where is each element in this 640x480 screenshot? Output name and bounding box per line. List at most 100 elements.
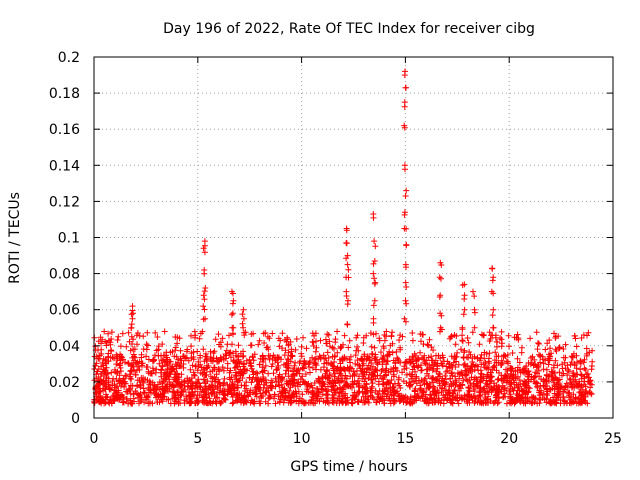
data-point <box>448 399 455 406</box>
data-point <box>172 392 179 399</box>
data-point <box>143 341 150 348</box>
data-point <box>211 378 218 385</box>
data-point <box>396 337 403 344</box>
data-point <box>431 361 438 368</box>
data-point <box>419 354 425 361</box>
data-point <box>185 392 192 399</box>
data-point <box>132 388 139 395</box>
x-axis-label: GPS time / hours <box>290 459 407 475</box>
data-point <box>137 398 144 405</box>
data-point <box>331 345 337 352</box>
data-point <box>107 396 114 403</box>
data-point <box>555 377 562 384</box>
data-point <box>238 382 245 389</box>
data-point <box>324 366 331 373</box>
data-point <box>300 398 307 405</box>
data-point <box>320 352 327 359</box>
data-point <box>570 370 577 377</box>
data-point <box>489 265 496 272</box>
data-point <box>417 395 424 402</box>
data-point <box>459 381 466 388</box>
data-point <box>355 384 362 390</box>
data-point <box>376 337 383 344</box>
data-point <box>580 359 587 366</box>
data-point <box>360 340 367 346</box>
data-point <box>214 385 221 392</box>
data-point <box>489 312 496 319</box>
data-point <box>113 370 120 377</box>
data-point <box>509 373 516 380</box>
data-point <box>343 293 350 299</box>
data-point <box>140 385 147 392</box>
data-point <box>298 343 305 350</box>
data-point <box>309 391 316 398</box>
data-point <box>197 330 204 337</box>
data-point <box>577 366 584 373</box>
data-point <box>552 346 559 353</box>
data-point <box>360 384 367 391</box>
data-point <box>455 361 462 368</box>
data-point <box>361 351 368 358</box>
data-point <box>444 358 451 365</box>
data-point <box>554 362 561 369</box>
data-point <box>252 390 259 397</box>
data-point <box>391 387 398 394</box>
data-point <box>241 366 248 372</box>
data-point <box>192 334 198 341</box>
data-point <box>466 396 473 403</box>
data-point <box>364 353 371 360</box>
data-point <box>581 391 588 398</box>
data-point <box>387 368 394 375</box>
data-point <box>536 340 542 347</box>
data-point <box>273 378 280 385</box>
data-point <box>256 387 263 393</box>
data-point <box>523 382 530 389</box>
data-point <box>130 351 137 358</box>
data-point <box>399 369 406 376</box>
data-point <box>98 363 105 370</box>
data-point <box>446 390 453 397</box>
data-point <box>429 367 436 374</box>
data-point <box>338 373 345 379</box>
data-point <box>202 285 209 291</box>
data-point <box>560 370 567 377</box>
data-point <box>469 364 476 371</box>
data-point <box>202 372 209 379</box>
data-point <box>430 347 437 354</box>
data-point <box>164 360 171 367</box>
data-point <box>275 393 282 400</box>
data-point <box>379 356 386 362</box>
data-point <box>331 389 338 396</box>
data-point <box>532 380 539 387</box>
data-point <box>260 390 267 397</box>
data-point <box>465 339 472 346</box>
data-point <box>189 362 196 369</box>
data-point <box>303 381 310 388</box>
data-point <box>566 389 573 396</box>
data-point <box>285 368 292 374</box>
data-point <box>285 397 292 404</box>
data-point <box>278 381 285 388</box>
data-point <box>406 356 413 363</box>
data-point <box>232 397 239 404</box>
data-point <box>371 258 378 264</box>
data-point <box>107 347 114 354</box>
data-point <box>321 360 328 367</box>
data-point <box>250 357 257 364</box>
data-point <box>98 350 105 357</box>
data-point <box>522 390 529 397</box>
data-point <box>367 330 374 337</box>
data-point <box>210 350 217 356</box>
data-point <box>469 359 476 365</box>
data-point <box>575 395 582 402</box>
data-point <box>101 368 108 375</box>
data-point <box>272 400 279 407</box>
data-point <box>219 335 226 342</box>
data-point <box>145 370 152 377</box>
data-point <box>544 340 551 347</box>
data-point <box>584 350 590 357</box>
data-point <box>438 360 445 367</box>
data-point <box>525 378 532 385</box>
data-point <box>326 343 333 350</box>
data-point <box>328 360 335 367</box>
